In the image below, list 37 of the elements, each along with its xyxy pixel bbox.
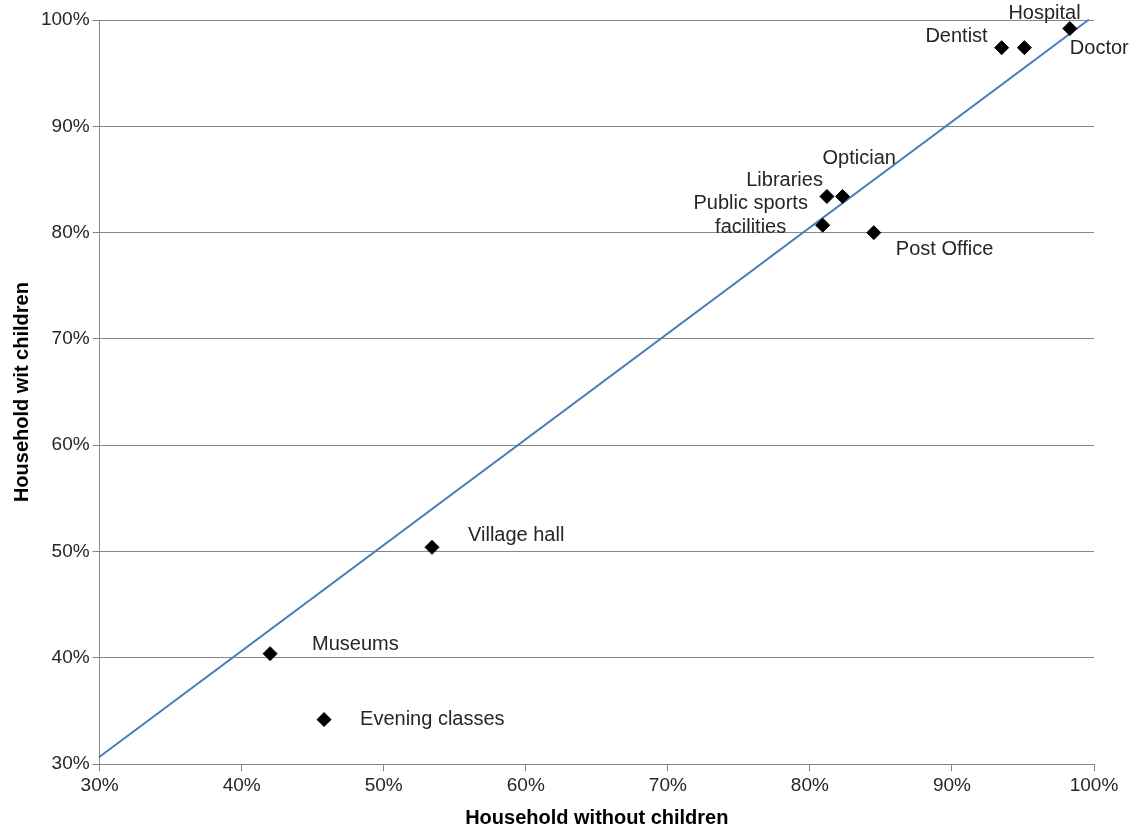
annotation: Hospital — [1008, 1, 1081, 24]
point — [424, 539, 440, 555]
point — [1016, 40, 1032, 56]
y-tick-label: 40% — [51, 646, 90, 668]
annotation: Village hall — [468, 522, 565, 545]
annotation: Libraries — [746, 168, 823, 190]
y-tick-label: 50% — [51, 539, 90, 561]
point — [835, 188, 851, 204]
x-tick-label: 90% — [932, 773, 972, 795]
x-axis-title: Household without children — [465, 805, 729, 828]
x-tick-label: 30% — [80, 773, 119, 795]
annotation: Doctor — [1069, 36, 1130, 59]
x-tick-label: 50% — [364, 773, 403, 795]
y-axis-title: Household wit children — [9, 282, 32, 503]
x-tick-label: 40% — [222, 773, 261, 795]
x-tick-label: 70% — [648, 773, 687, 795]
x-tick-label: 60% — [506, 773, 545, 795]
annotation: Dentist — [925, 24, 989, 47]
point — [262, 646, 278, 662]
y-tick-label: 100% — [40, 8, 90, 30]
y-tick-label: 30% — [51, 752, 90, 774]
annotation: Public sports facilities — [693, 190, 808, 237]
point — [866, 225, 882, 241]
point — [819, 188, 835, 204]
annotation: Museums — [312, 632, 399, 655]
y-tick-label: 60% — [51, 433, 90, 455]
annotation: Optician — [822, 146, 896, 168]
y-tick-label: 70% — [51, 327, 90, 349]
y-tick-label: 80% — [51, 220, 90, 242]
point — [815, 217, 831, 233]
annotation: Evening classes — [360, 707, 505, 730]
point — [316, 712, 332, 728]
x-tick-label: 100% — [1069, 773, 1119, 795]
x-tick-label: 80% — [790, 773, 829, 795]
y-tick-label: 90% — [51, 114, 90, 136]
point — [994, 40, 1010, 56]
annotation: Post Office — [895, 237, 994, 260]
